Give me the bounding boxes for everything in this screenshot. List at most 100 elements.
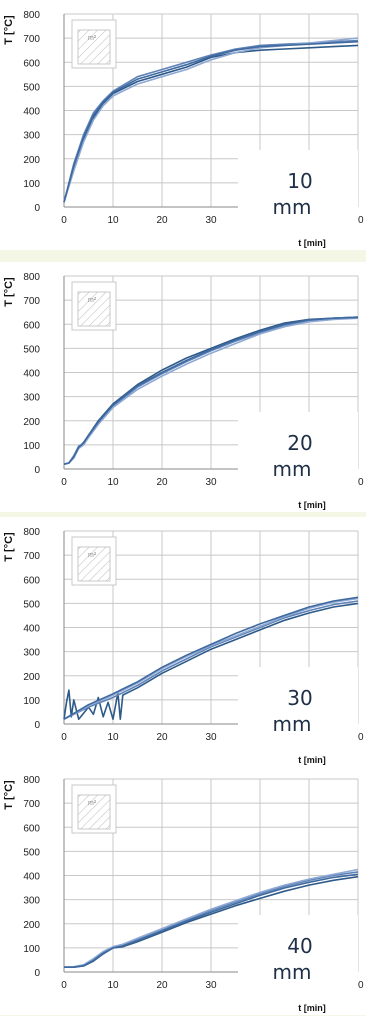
y-tick-label: 400 bbox=[23, 624, 40, 635]
legend-label: m² bbox=[88, 297, 97, 304]
chart-panel-4: 01002003004005006007008000102030405060m²… bbox=[0, 765, 366, 1015]
y-tick-label: 400 bbox=[23, 107, 40, 118]
legend-hatch-swatch bbox=[77, 291, 111, 327]
y-tick-label: 800 bbox=[23, 527, 40, 538]
y-tick-label: 0 bbox=[34, 968, 40, 979]
thickness-value: 40 bbox=[287, 934, 312, 958]
series-line-4 bbox=[64, 873, 359, 968]
x-tick-label: 20 bbox=[156, 215, 168, 226]
y-tick-label: 300 bbox=[23, 648, 40, 659]
y-axis-label: T [°C] bbox=[3, 15, 15, 45]
series-line-4 bbox=[63, 316, 359, 465]
thickness-label-box bbox=[238, 412, 358, 490]
y-axis-label: T [°C] bbox=[3, 780, 15, 810]
x-tick-label: 60 bbox=[352, 732, 364, 743]
x-axis-label: t [min] bbox=[298, 1003, 326, 1013]
y-tick-label: 300 bbox=[23, 393, 40, 404]
y-tick-label: 800 bbox=[23, 272, 40, 283]
chart-svg-4: 01002003004005006007008000102030405060m²… bbox=[3, 775, 364, 1013]
x-tick-label: 10 bbox=[107, 732, 119, 743]
x-tick-label: 0 bbox=[61, 477, 67, 488]
thickness-label-box bbox=[238, 915, 358, 993]
x-tick-label: 60 bbox=[352, 980, 364, 991]
y-tick-label: 200 bbox=[23, 672, 40, 683]
y-tick-label: 700 bbox=[23, 551, 40, 562]
legend-label: m² bbox=[88, 552, 97, 559]
y-tick-label: 300 bbox=[23, 131, 40, 142]
x-tick-label: 30 bbox=[205, 477, 217, 488]
thickness-unit: mm bbox=[273, 457, 312, 481]
series-line-4 bbox=[63, 596, 359, 720]
y-tick-label: 100 bbox=[23, 696, 40, 707]
legend-label: m² bbox=[88, 35, 97, 42]
series-line-3 bbox=[63, 868, 359, 968]
thickness-value: 20 bbox=[287, 431, 312, 455]
y-tick-label: 700 bbox=[23, 34, 40, 45]
y-tick-label: 100 bbox=[23, 441, 40, 452]
thickness-unit: mm bbox=[273, 960, 312, 984]
y-tick-label: 500 bbox=[23, 82, 40, 93]
x-tick-label: 20 bbox=[156, 477, 168, 488]
y-tick-label: 500 bbox=[23, 344, 40, 355]
chart-svg-3: 01002003004005006007008000102030405060m²… bbox=[3, 527, 364, 765]
y-tick-label: 300 bbox=[23, 896, 40, 907]
y-tick-label: 400 bbox=[23, 369, 40, 380]
y-tick-label: 0 bbox=[34, 465, 40, 476]
y-tick-label: 0 bbox=[34, 203, 40, 214]
y-tick-label: 400 bbox=[23, 872, 40, 883]
x-tick-label: 30 bbox=[205, 215, 217, 226]
x-tick-label: 20 bbox=[156, 980, 168, 991]
legend-hatch-swatch bbox=[77, 29, 111, 65]
y-tick-label: 200 bbox=[23, 155, 40, 166]
series-line-4 bbox=[63, 40, 359, 203]
x-tick-label: 10 bbox=[107, 215, 119, 226]
legend-hatch-swatch bbox=[77, 794, 111, 830]
y-tick-label: 800 bbox=[23, 775, 40, 786]
chart-svg-1: 01002003004005006007008000102030405060m²… bbox=[3, 10, 364, 248]
chart-panel-2: 01002003004005006007008000102030405060m²… bbox=[0, 262, 366, 512]
y-axis-label: T [°C] bbox=[3, 532, 15, 562]
legend-label: m² bbox=[88, 800, 97, 807]
y-axis-label: T [°C] bbox=[3, 277, 15, 307]
legend-hatch-swatch bbox=[77, 546, 111, 582]
y-tick-label: 600 bbox=[23, 823, 40, 834]
x-tick-label: 20 bbox=[156, 732, 168, 743]
y-tick-label: 600 bbox=[23, 58, 40, 69]
y-tick-label: 600 bbox=[23, 320, 40, 331]
x-tick-label: 0 bbox=[61, 980, 67, 991]
y-tick-label: 200 bbox=[23, 920, 40, 931]
series-line-3 bbox=[63, 597, 359, 720]
x-tick-label: 30 bbox=[205, 980, 217, 991]
x-tick-label: 10 bbox=[107, 980, 119, 991]
y-tick-label: 800 bbox=[23, 10, 40, 21]
x-tick-label: 0 bbox=[61, 732, 67, 743]
x-axis-label: t [min] bbox=[298, 755, 326, 765]
y-tick-label: 200 bbox=[23, 417, 40, 428]
y-tick-label: 500 bbox=[23, 847, 40, 858]
x-axis-label: t [min] bbox=[298, 238, 326, 248]
y-tick-label: 100 bbox=[23, 179, 40, 190]
thickness-value: 10 bbox=[287, 169, 312, 193]
y-tick-label: 600 bbox=[23, 575, 40, 586]
chart-panel-1: 01002003004005006007008000102030405060m²… bbox=[0, 0, 366, 250]
y-tick-label: 700 bbox=[23, 296, 40, 307]
thickness-value: 30 bbox=[287, 686, 312, 710]
thickness-unit: mm bbox=[273, 195, 312, 219]
chart-svg-2: 01002003004005006007008000102030405060m²… bbox=[3, 272, 364, 510]
thickness-unit: mm bbox=[273, 712, 312, 736]
series-line-1 bbox=[63, 44, 359, 203]
thickness-label-box bbox=[238, 150, 358, 228]
series-line-2 bbox=[63, 600, 359, 720]
x-axis-label: t [min] bbox=[298, 500, 326, 510]
thickness-label-box bbox=[238, 667, 358, 745]
y-tick-label: 700 bbox=[23, 799, 40, 810]
y-tick-label: 0 bbox=[34, 720, 40, 731]
x-tick-label: 0 bbox=[61, 215, 67, 226]
y-tick-label: 100 bbox=[23, 944, 40, 955]
x-tick-label: 60 bbox=[352, 215, 364, 226]
x-tick-label: 60 bbox=[352, 477, 364, 488]
x-tick-label: 30 bbox=[205, 732, 217, 743]
x-tick-label: 10 bbox=[107, 477, 119, 488]
chart-panel-3: 01002003004005006007008000102030405060m²… bbox=[0, 517, 366, 767]
y-tick-label: 500 bbox=[23, 599, 40, 610]
